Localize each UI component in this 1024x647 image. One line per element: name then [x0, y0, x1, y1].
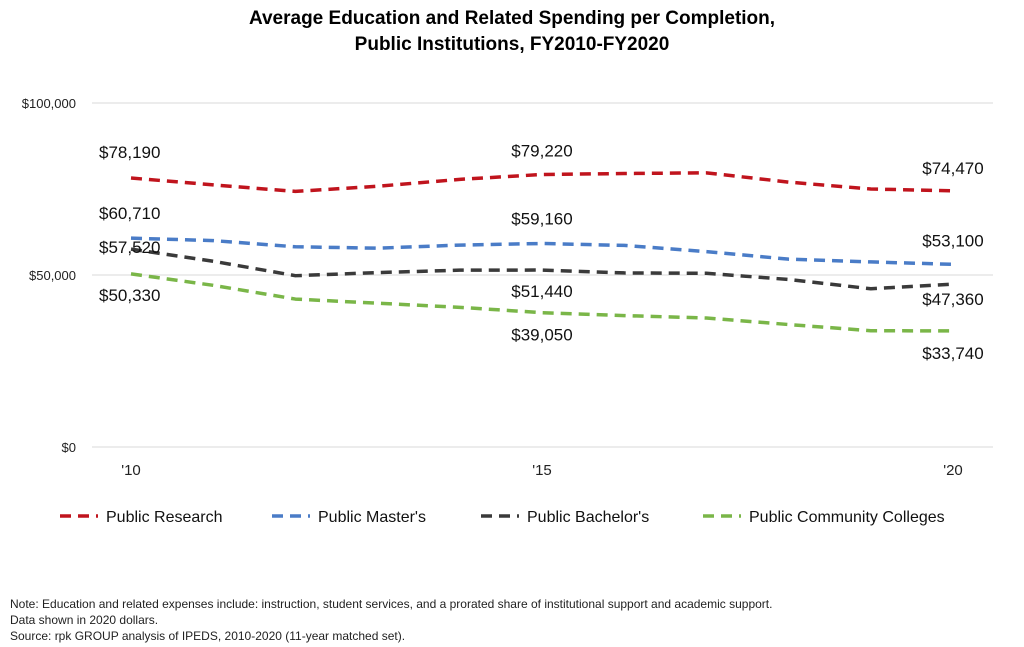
data-label: $79,220	[511, 141, 572, 160]
series-line-1	[130, 236, 954, 267]
note-line-3: Source: rpk GROUP analysis of IPEDS, 201…	[10, 629, 406, 643]
data-label: $39,050	[511, 326, 572, 345]
note-line-2: Data shown in 2020 dollars.	[10, 613, 159, 627]
series-line-2	[130, 247, 954, 291]
x-tick-label: '20	[943, 462, 963, 479]
y-tick-label: $100,000	[22, 96, 76, 111]
series-line-0	[130, 171, 954, 194]
data-label: $57,520	[99, 238, 160, 257]
data-label: $60,710	[99, 204, 160, 223]
data-label: $47,360	[922, 290, 983, 309]
legend-label: Public Bachelor's	[527, 509, 649, 526]
legend-label: Public Master's	[318, 509, 426, 526]
data-label: $33,740	[922, 344, 983, 363]
chart-title-line-2: Public Institutions, FY2010-FY2020	[354, 34, 670, 55]
chart-notes: Note: Education and related expenses inc…	[10, 596, 772, 644]
y-tick-label: $0	[62, 440, 76, 455]
chart-title: Average Education and Related Spending p…	[0, 6, 1024, 58]
legend-label: Public Community Colleges	[749, 509, 945, 526]
chart-title-line-1: Average Education and Related Spending p…	[248, 8, 776, 29]
legend-label: Public Research	[106, 509, 223, 526]
x-tick-label: '10	[121, 462, 141, 479]
y-tick-label: $50,000	[29, 268, 76, 283]
data-label: $74,470	[922, 159, 983, 178]
data-label: $53,100	[922, 231, 983, 250]
x-tick-label: '15	[532, 462, 552, 479]
data-label: $50,330	[99, 286, 160, 305]
data-label: $78,190	[99, 143, 160, 162]
note-line-1: Note: Education and related expenses inc…	[10, 597, 773, 611]
data-label: $51,440	[511, 282, 572, 301]
series-line-3	[130, 272, 954, 333]
data-label: $59,160	[511, 209, 572, 228]
